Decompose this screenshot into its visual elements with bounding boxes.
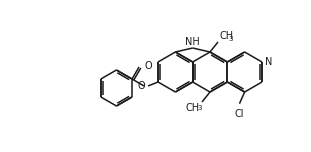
Text: NH: NH: [185, 37, 200, 47]
Text: 3: 3: [229, 36, 233, 42]
Text: O: O: [137, 81, 145, 91]
Text: N: N: [265, 57, 272, 67]
Text: 3: 3: [197, 105, 202, 111]
Text: O: O: [144, 61, 152, 71]
Text: CH: CH: [186, 103, 200, 113]
Text: Cl: Cl: [235, 109, 244, 119]
Text: CH: CH: [220, 31, 234, 41]
